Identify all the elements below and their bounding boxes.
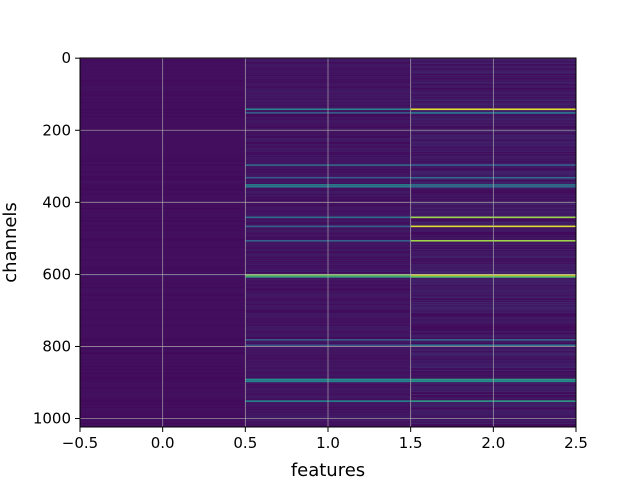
- x-tick-label: 2.0: [481, 434, 505, 452]
- y-tick-label: 800: [42, 337, 71, 355]
- y-tick-label: 200: [42, 121, 71, 139]
- y-tick-label: 1000: [33, 410, 71, 428]
- x-tick-label: 0.5: [233, 434, 257, 452]
- y-axis-label: channels: [0, 202, 21, 283]
- y-tick-label: 0: [61, 49, 71, 67]
- plot-area: [79, 57, 577, 428]
- y-tick-label: 400: [42, 193, 71, 211]
- x-tick-label: 2.5: [564, 434, 588, 452]
- x-tick-label: −0.5: [62, 434, 98, 452]
- y-tick-label: 600: [42, 265, 71, 283]
- x-axis-label: features: [291, 460, 365, 480]
- x-tick-label: 0.0: [151, 434, 175, 452]
- x-tick-label: 1.5: [399, 434, 423, 452]
- x-axis: −0.5 0.0 0.5 1.0 1.5 2.0 2.5: [62, 427, 588, 452]
- y-axis: 0 200 400 600 800 1000: [33, 49, 80, 428]
- x-tick-label: 1.0: [316, 434, 340, 452]
